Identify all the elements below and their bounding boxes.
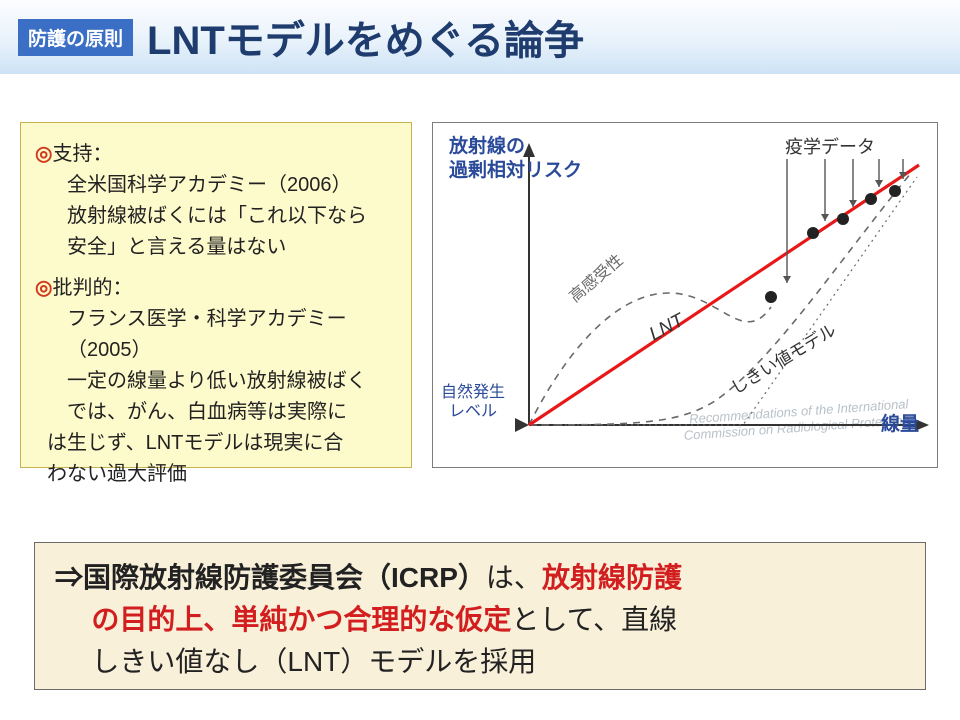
icrp-s2: は、 bbox=[486, 562, 542, 593]
support-l3: 安全」と言える量はない bbox=[35, 232, 401, 263]
support-head: 支持： bbox=[52, 139, 112, 170]
critical-head: 批判的： bbox=[52, 273, 132, 304]
bullet-icon: ◎ bbox=[35, 139, 52, 170]
chart-panel: Recommendations of the InternationalComm… bbox=[432, 122, 938, 468]
crit-l3: 一定の線量より低い放射線被ばく bbox=[35, 366, 401, 397]
header: 防護の原則 LNTモデルをめぐる論争 bbox=[0, 0, 960, 74]
crit-l1: フランス医学・科学アカデミー bbox=[35, 304, 401, 335]
support-l2: 放射線被ばくには「これ以下なら bbox=[35, 201, 401, 232]
page-title: LNTモデルをめぐる論争 bbox=[147, 8, 584, 66]
positions-box: ◎ 支持： 全米国科学アカデミー（2006） 放射線被ばくには「これ以下なら 安… bbox=[20, 122, 412, 468]
bullet-icon: ◎ bbox=[35, 273, 52, 304]
x-axis-label: 線量 bbox=[881, 409, 919, 436]
crit-l5: は生じず、LNTモデルは現実に合 bbox=[35, 428, 401, 459]
support-l1: 全米国科学アカデミー（2006） bbox=[35, 170, 401, 201]
icrp-s5: として、直線 bbox=[511, 604, 677, 635]
crit-l6: わない過大評価 bbox=[35, 459, 401, 490]
icrp-s3: 放射線防護 bbox=[542, 562, 682, 593]
category-badge: 防護の原則 bbox=[18, 19, 133, 56]
crit-l4: では、がん、白血病等は実際に bbox=[35, 397, 401, 428]
icrp-s4: の目的上、単純かつ合理的な仮定 bbox=[91, 604, 511, 635]
origin-label: 自然発生レベル bbox=[441, 383, 505, 421]
conclusion-box: ⇒国際放射線防護委員会（ICRP）は、放射線防護 の目的上、単純かつ合理的な仮定… bbox=[34, 542, 926, 690]
icrp-s6: しきい値なし（LNT）モデルを採用 bbox=[91, 646, 536, 677]
icrp-s1: 国際放射線防護委員会（ICRP） bbox=[83, 562, 486, 593]
arrow-icon: ⇒ bbox=[55, 562, 83, 593]
y-axis-label: 放射線の過剰相対リスク bbox=[449, 135, 582, 183]
epi-label: 疫学データ bbox=[785, 133, 875, 159]
content: ◎ 支持： 全米国科学アカデミー（2006） 放射線被ばくには「これ以下なら 安… bbox=[0, 74, 960, 720]
crit-l2: （2005） bbox=[35, 335, 401, 366]
